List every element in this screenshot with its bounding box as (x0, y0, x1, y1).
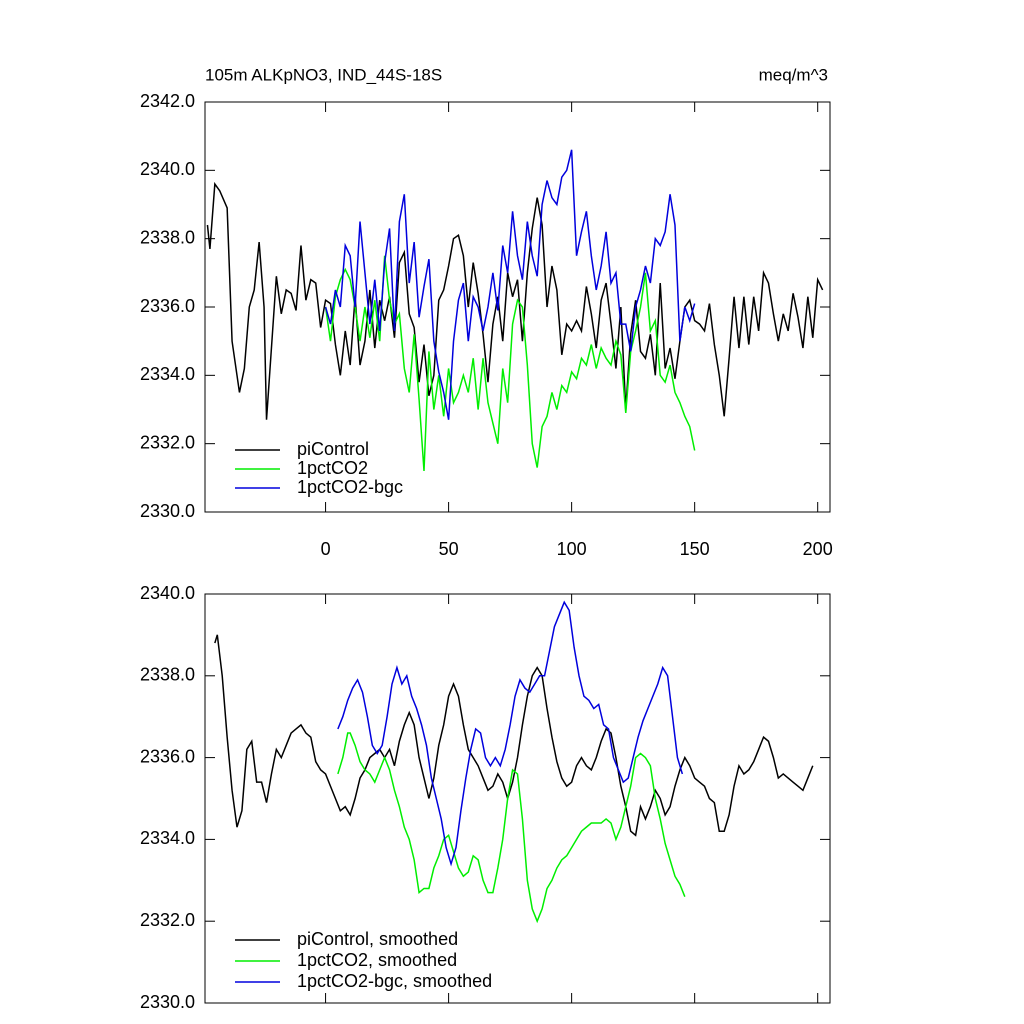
legend-label: piControl (297, 439, 369, 459)
x-tick-label: 0 (321, 539, 331, 559)
legend-label: 1pctCO2 (297, 458, 368, 478)
series-line (324, 149, 696, 420)
y-tick-label: 2338.0 (140, 665, 195, 685)
legend-label: piControl, smoothed (297, 929, 458, 949)
y-tick-label: 2330.0 (140, 501, 195, 521)
y-tick-label: 2330.0 (140, 992, 195, 1012)
series-line (206, 181, 824, 420)
y-tick-label: 2336.0 (140, 746, 195, 766)
y-tick-label: 2340.0 (140, 159, 195, 179)
y-tick-label: 2342.0 (140, 91, 195, 111)
series-line (337, 732, 686, 924)
y-tick-label: 2332.0 (140, 432, 195, 452)
x-tick-label: 100 (557, 539, 587, 559)
x-tick-label: 150 (680, 539, 710, 559)
series-line (337, 600, 684, 867)
legend-label: 1pctCO2-bgc (297, 477, 403, 497)
y-tick-label: 2336.0 (140, 296, 195, 316)
x-tick-label: 50 (439, 539, 459, 559)
y-tick-label: 2340.0 (140, 583, 195, 603)
units-label: meq/m^3 (759, 65, 828, 84)
y-tick-label: 2338.0 (140, 227, 195, 247)
x-tick-label: 200 (803, 539, 833, 559)
legend-label: 1pctCO2-bgc, smoothed (297, 971, 492, 991)
series-line (324, 255, 696, 472)
series-line (214, 634, 814, 837)
legend-label: 1pctCO2, smoothed (297, 950, 457, 970)
y-tick-label: 2334.0 (140, 828, 195, 848)
chart-title: 105m ALKpNO3, IND_44S-18S (205, 65, 442, 84)
y-tick-label: 2332.0 (140, 910, 195, 930)
plot-frame (204, 593, 831, 1004)
y-tick-label: 2334.0 (140, 364, 195, 384)
